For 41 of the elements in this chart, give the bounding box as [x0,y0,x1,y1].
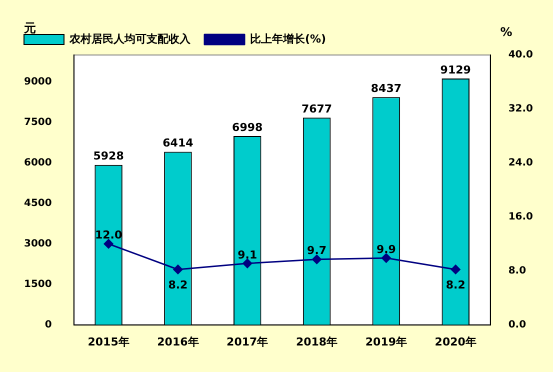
data-label: 9129 [440,63,471,76]
y2-tick-label: 8.0 [508,265,526,276]
y-tick-label: 9000 [24,76,52,88]
data-label: 8.2 [446,278,466,292]
legend-label: 农村居民人均可支配收入 [68,32,192,46]
x-tick-label: 2020年 [434,335,476,348]
data-label: 6998 [232,120,263,134]
legend-label: 比上年增长(%) [250,32,326,46]
y2-tick-label: 16.0 [508,211,534,222]
y2-axis-title: % [500,25,512,40]
x-tick-label: 2016年 [157,335,199,348]
y-tick-label: 7500 [24,117,52,128]
y2-tick-label: 0.0 [508,319,526,330]
data-label: 8.2 [168,278,188,292]
y-tick-label: 4500 [24,198,52,209]
data-label: 9.9 [376,242,396,256]
y-tick-label: 1500 [24,278,52,290]
y-axis-title: 元 [23,21,36,36]
x-tick-label: 2015年 [88,335,130,348]
y2-tick-label: 40.0 [508,50,534,61]
data-label: 9.1 [238,248,258,262]
point [381,253,391,263]
point [242,258,252,268]
data-label: 9.7 [307,244,327,258]
x-tick-label: 2019年 [365,335,408,348]
x-tick-label: 2018年 [296,335,338,348]
point [173,264,183,274]
data-label: 6414 [162,136,194,150]
data-label: 7677 [301,102,332,116]
y2-tick-label: 32.0 [508,104,534,115]
x-tick-label: 2017年 [226,335,268,348]
data-label: 12.0 [94,228,122,242]
y-tick-label: 0 [44,319,52,330]
data-label: 5928 [93,150,124,163]
data-label: 8437 [370,82,402,96]
point [450,264,460,274]
y-tick-label: 3000 [24,238,52,250]
y-tick-label: 6000 [24,158,52,169]
point [312,254,322,264]
y2-tick-label: 24.0 [508,158,534,169]
point [104,239,114,249]
